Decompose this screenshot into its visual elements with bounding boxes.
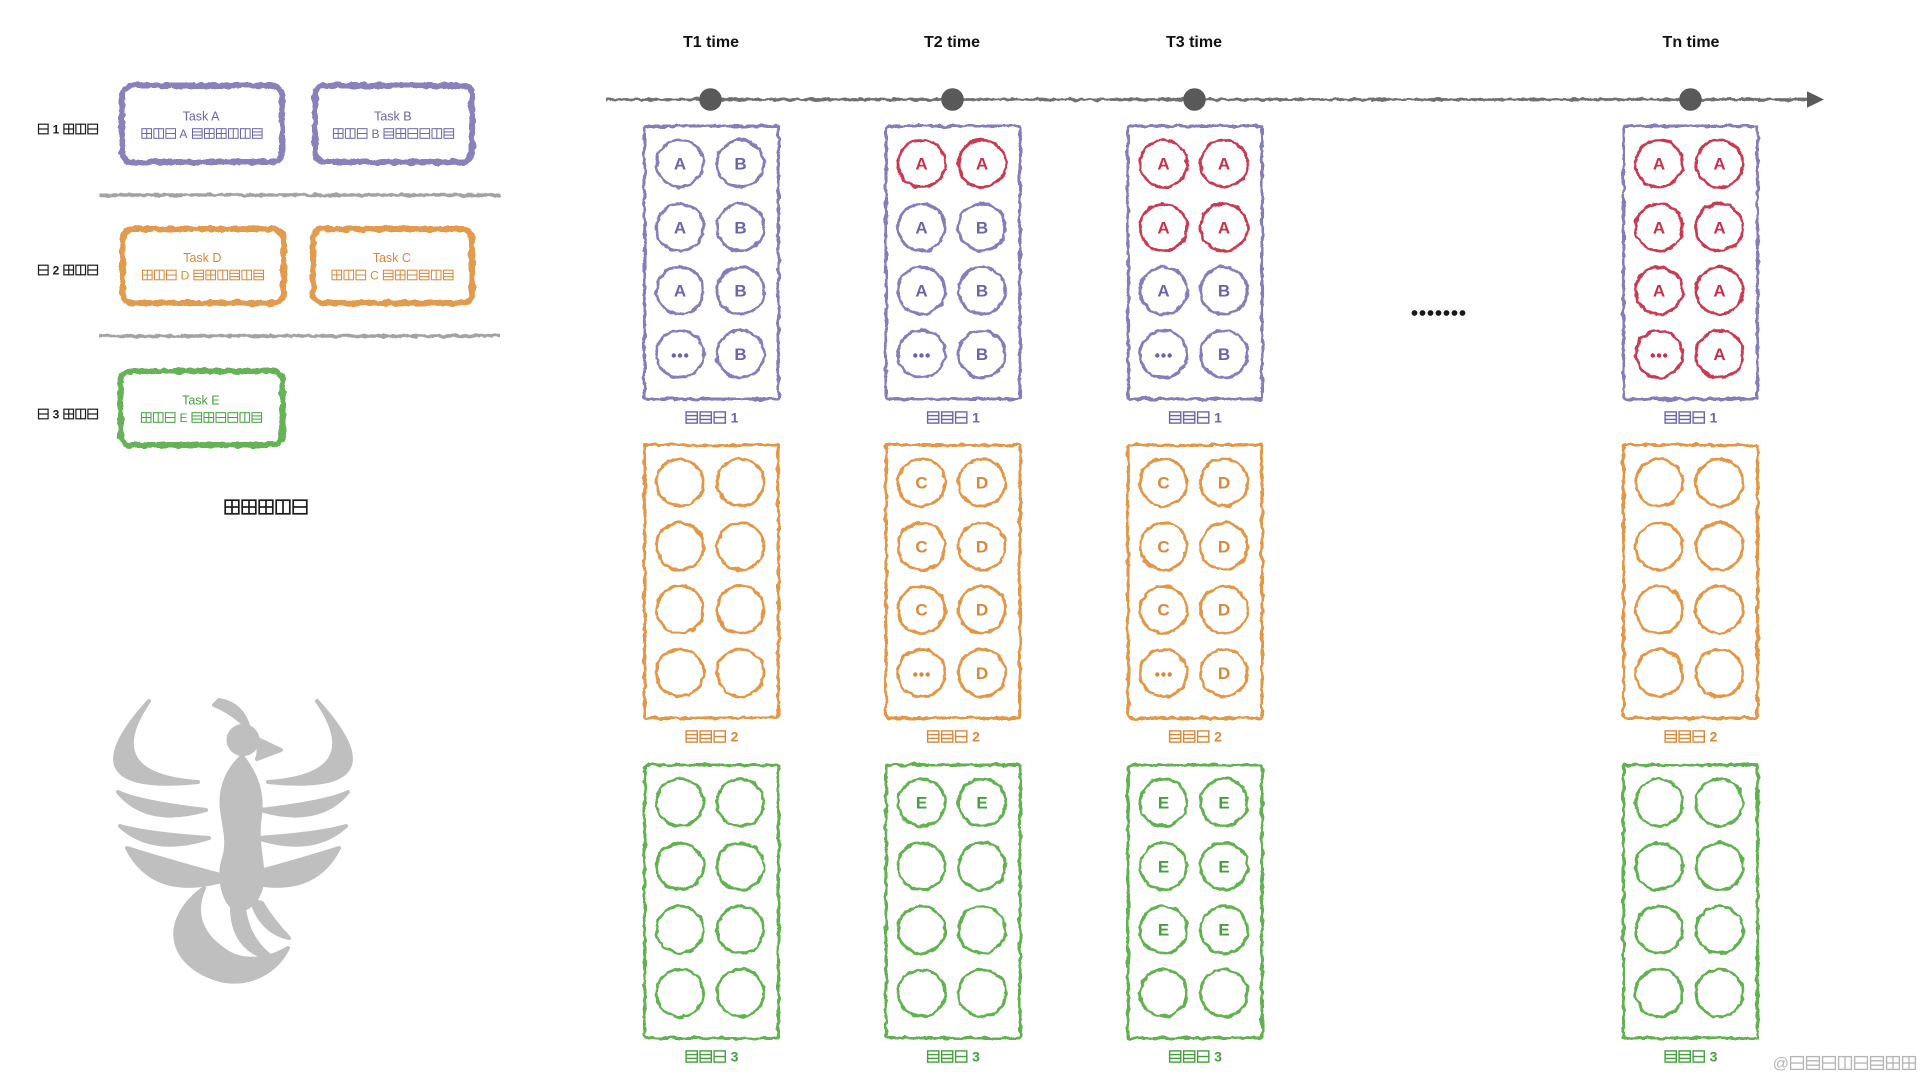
svg-text:E: E [1158, 794, 1169, 813]
svg-text:C: C [1157, 537, 1169, 556]
svg-text:2: 2 [968, 729, 980, 745]
svg-text:2: 2 [1706, 729, 1718, 745]
svg-text:E: E [1218, 921, 1229, 940]
svg-text:D: D [1218, 474, 1230, 493]
svg-text:E: E [1158, 857, 1169, 876]
svg-text:T3 time: T3 time [1166, 34, 1222, 51]
svg-text:A: A [1157, 155, 1169, 174]
svg-text:Task A: Task A [183, 109, 220, 123]
svg-text:Task B: Task B [374, 109, 412, 123]
svg-text:B: B [1218, 282, 1230, 301]
svg-text:A: A [674, 155, 686, 174]
svg-text:A: A [1653, 282, 1665, 301]
svg-text:B: B [734, 218, 746, 237]
svg-text:C: C [915, 537, 927, 556]
svg-text:A: A [1713, 155, 1725, 174]
svg-text:C: C [915, 474, 927, 493]
svg-text:A: A [1218, 155, 1230, 174]
svg-text:D: D [976, 601, 988, 620]
svg-text:B: B [976, 218, 988, 237]
svg-text:A: A [1157, 282, 1169, 301]
svg-text:A: A [1653, 218, 1665, 237]
svg-text:B: B [734, 345, 746, 364]
svg-text:D: D [1218, 601, 1230, 620]
svg-text:T2 time: T2 time [924, 34, 980, 51]
svg-text:1: 1 [727, 410, 739, 426]
svg-text:3: 3 [968, 1049, 980, 1065]
svg-text:D: D [1218, 664, 1230, 683]
svg-text:3: 3 [727, 1049, 739, 1065]
svg-text:E: E [176, 411, 191, 425]
svg-text:A: A [1218, 218, 1230, 237]
svg-text:Task C: Task C [373, 251, 411, 265]
svg-text:1: 1 [49, 122, 62, 136]
svg-text:E: E [1158, 921, 1169, 940]
svg-text:C: C [367, 268, 382, 282]
svg-text:B: B [734, 155, 746, 174]
svg-text:A: A [177, 127, 190, 141]
svg-text:E: E [1218, 857, 1229, 876]
svg-text:A: A [915, 155, 927, 174]
svg-text:D: D [1218, 537, 1230, 556]
svg-text:3: 3 [49, 407, 62, 421]
svg-text:2: 2 [727, 729, 739, 745]
svg-text:E: E [916, 794, 927, 813]
svg-text:E: E [1218, 794, 1229, 813]
svg-text:C: C [915, 601, 927, 620]
svg-text:A: A [674, 218, 686, 237]
svg-text:A: A [915, 218, 927, 237]
svg-text:A: A [1713, 282, 1725, 301]
svg-text:Task D: Task D [183, 251, 221, 265]
svg-text:D: D [976, 664, 988, 683]
svg-text:B: B [1218, 345, 1230, 364]
svg-text:Task E: Task E [182, 393, 220, 407]
svg-text:D: D [177, 268, 192, 282]
svg-text:C: C [1157, 601, 1169, 620]
svg-text:C: C [1157, 474, 1169, 493]
svg-text:2: 2 [49, 263, 62, 277]
svg-text:D: D [976, 537, 988, 556]
svg-text:B: B [368, 127, 383, 141]
svg-text:A: A [1157, 218, 1169, 237]
svg-text:A: A [1713, 345, 1725, 364]
svg-text:A: A [1713, 218, 1725, 237]
svg-text:A: A [976, 155, 988, 174]
svg-text:3: 3 [1706, 1049, 1718, 1065]
svg-text:B: B [976, 345, 988, 364]
svg-text:Tn time: Tn time [1663, 34, 1720, 51]
svg-text:@: @ [1773, 1056, 1789, 1073]
svg-text:E: E [976, 794, 987, 813]
svg-text:1: 1 [1210, 410, 1222, 426]
svg-text:1: 1 [968, 410, 980, 426]
svg-text:1: 1 [1706, 410, 1718, 426]
svg-text:A: A [915, 282, 927, 301]
svg-text:3: 3 [1210, 1049, 1222, 1065]
svg-text:D: D [976, 474, 988, 493]
svg-text:A: A [1653, 155, 1665, 174]
svg-text:B: B [976, 282, 988, 301]
svg-text:B: B [734, 282, 746, 301]
svg-text:T1 time: T1 time [683, 34, 739, 51]
svg-text:A: A [674, 282, 686, 301]
svg-text:2: 2 [1210, 729, 1222, 745]
